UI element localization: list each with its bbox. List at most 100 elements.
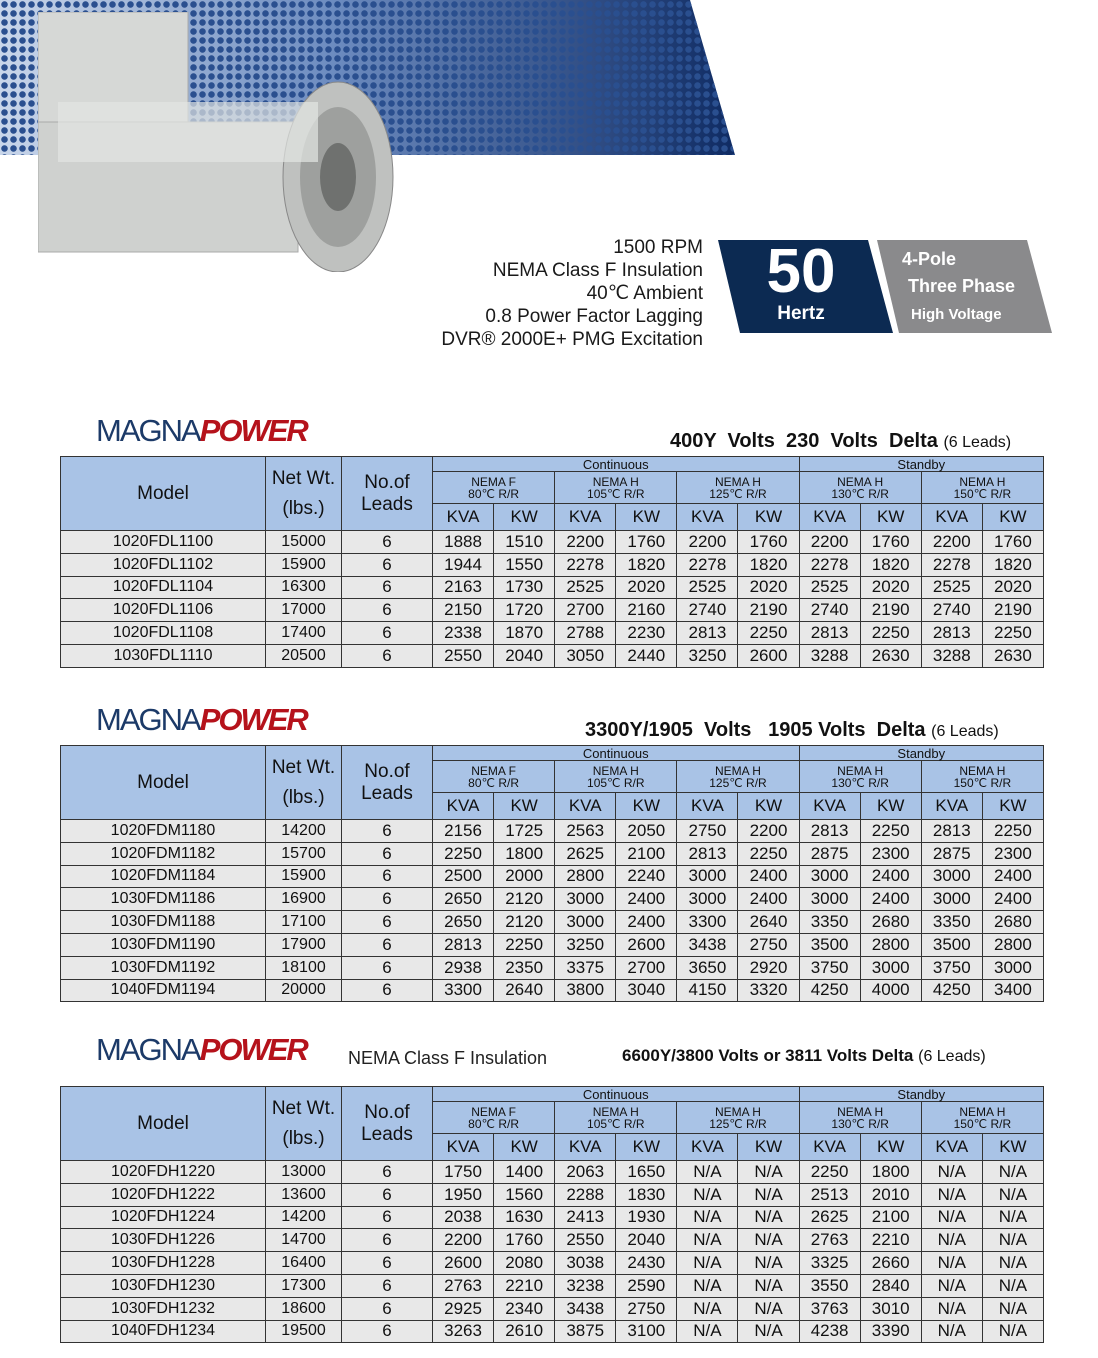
rating-value-cell: 2525 (676, 575, 739, 600)
rating-value-cell: 2590 (615, 1273, 678, 1298)
rating-temp: 125℃ R/R (709, 1116, 767, 1131)
model-cell: 1030FDM1188 (60, 910, 266, 934)
rating-value-cell: 2550 (554, 1228, 617, 1253)
rating-value-cell: 2680 (859, 910, 922, 934)
rating-value-cell: 3500 (920, 932, 983, 957)
rating-header: NEMA H 125℃ R/R (676, 760, 800, 793)
rating-class: NEMA H (959, 474, 1006, 489)
rating-value-cell: 2813 (798, 621, 861, 645)
rating-header: NEMA F 80℃ R/R (431, 1101, 556, 1134)
rating-value-cell: 2413 (554, 1205, 617, 1230)
rating-value-cell: 2210 (859, 1228, 922, 1253)
rating-value-cell: 2630 (981, 643, 1045, 668)
rating-value-cell: 3750 (920, 955, 983, 980)
frequency-unit: Hertz (777, 303, 825, 324)
col-kw: KW (859, 1133, 922, 1161)
rating-temp: 125℃ R/R (709, 486, 767, 501)
net-weight-unit: (lbs.) (282, 786, 325, 808)
rating-value-cell: 2763 (431, 1273, 495, 1298)
net-weight-cell: 17000 (265, 598, 342, 623)
rating-value-cell: 4238 (798, 1319, 861, 1344)
voltage-title-text: 400Y Volts 230 Volts Delta (670, 430, 938, 452)
rating-value-cell: 2150 (431, 598, 495, 623)
rating-value-cell: 2250 (737, 621, 800, 645)
rating-value-cell: 2680 (981, 910, 1045, 934)
logo-text-power: POWER (199, 413, 309, 448)
leads-cell: 6 (341, 530, 433, 554)
leads-cell: 6 (341, 864, 433, 889)
rating-value-cell: 2200 (798, 530, 861, 554)
rating-value-cell: 2278 (920, 552, 983, 577)
net-weight-cell: 15900 (265, 864, 342, 889)
leads-cell: 6 (341, 1273, 433, 1298)
rating-value-cell: 2100 (859, 1205, 922, 1230)
rating-temp: 80℃ R/R (468, 1116, 519, 1131)
rating-table: Model Net Wt. (lbs.) No.of Leads Continuou… (60, 456, 1045, 668)
rating-value-cell: 2920 (737, 955, 800, 980)
rating-value-cell: 2813 (676, 841, 739, 866)
rating-temp: 80℃ R/R (468, 775, 519, 790)
rating-value-cell: 2788 (554, 621, 617, 645)
rating-class: NEMA H (959, 763, 1006, 778)
rating-value-cell: 2250 (981, 819, 1045, 843)
rating-value-cell: 3000 (981, 955, 1045, 980)
rating-value-cell: 2625 (554, 841, 617, 866)
rating-header: NEMA H 150℃ R/R (920, 471, 1045, 504)
net-weight-cell: 14200 (265, 1205, 342, 1230)
rating-value-cell: 2250 (493, 932, 556, 957)
rating-header: NEMA H 125℃ R/R (676, 471, 800, 504)
leads-cell: 6 (341, 1182, 433, 1207)
col-kva: KVA (676, 503, 739, 531)
rating-value-cell: 2550 (431, 643, 495, 668)
spec-list: 1500 RPM NEMA Class F Insulation 40℃ Amb… (441, 236, 703, 351)
spec-power-factor: 0.8 Power Factor Lagging (485, 306, 703, 327)
col-kva: KVA (798, 792, 861, 820)
table-row: 1020FDL1104 16300 6 2163 1730 2525 2020 2525 202… (60, 575, 1045, 600)
rating-value-cell: 2160 (615, 598, 678, 623)
rating-value-cell: 2400 (981, 887, 1045, 912)
model-cell: 1020FDL1108 (60, 621, 266, 645)
table-row: 1030FDM1188 17100 6 2650 2120 3000 2400 3300 264… (60, 910, 1045, 934)
magnapower-logo: MAGNAPOWER (96, 1032, 309, 1068)
col-net-weight: Net Wt. (lbs.) (265, 1086, 342, 1161)
table-row: 1040FDM1194 20000 6 3300 2640 3800 3040 4150 332… (60, 978, 1045, 1003)
table-row: 1020FDM1180 14200 6 2156 1725 2563 2050 2750 220… (60, 819, 1045, 843)
rating-value-cell: 2400 (859, 864, 922, 889)
frequency-badge: 50 Hertz (718, 240, 893, 333)
col-kw: KW (981, 503, 1045, 531)
leads-note: (6 Leads) (943, 434, 1012, 451)
net-weight-cell: 16300 (265, 575, 342, 600)
rating-value-cell: N/A (676, 1273, 739, 1298)
rating-value-cell: 3038 (554, 1251, 617, 1275)
rating-value-cell: 3250 (554, 932, 617, 957)
net-weight-cell: 16900 (265, 887, 342, 912)
model-cell: 1020FDL1102 (60, 552, 266, 577)
rating-value-cell: 2750 (615, 1296, 678, 1321)
col-model: Model (60, 745, 266, 820)
model-cell: 1020FDH1222 (60, 1182, 266, 1207)
model-cell: 1030FDM1192 (60, 955, 266, 980)
net-weight-label: Net Wt. (271, 1097, 336, 1119)
rating-value-cell: 1820 (859, 552, 922, 577)
model-cell: 1030FDH1230 (60, 1273, 266, 1298)
net-weight-label: Net Wt. (271, 756, 336, 778)
rating-header: NEMA H 105℃ R/R (554, 760, 678, 793)
rating-value-cell: 3500 (798, 932, 861, 957)
rating-value-cell: 2010 (859, 1182, 922, 1207)
rating-value-cell: 2190 (859, 598, 922, 623)
rating-value-cell: 2813 (920, 621, 983, 645)
rating-value-cell: N/A (920, 1228, 983, 1253)
rating-value-cell: 1800 (859, 1160, 922, 1184)
col-kw: KW (981, 792, 1045, 820)
rating-value-cell: 1820 (737, 552, 800, 577)
col-kw: KW (859, 792, 922, 820)
rating-value-cell: N/A (920, 1205, 983, 1230)
rating-value-cell: 4250 (798, 978, 861, 1003)
model-cell: 1030FDH1232 (60, 1296, 266, 1321)
rating-value-cell: 2430 (615, 1251, 678, 1275)
rating-value-cell: 2040 (615, 1228, 678, 1253)
model-cell: 1030FDH1228 (60, 1251, 266, 1275)
rating-value-cell: N/A (920, 1251, 983, 1275)
rating-class: NEMA H (592, 1104, 639, 1119)
net-weight-cell: 19500 (265, 1319, 342, 1344)
